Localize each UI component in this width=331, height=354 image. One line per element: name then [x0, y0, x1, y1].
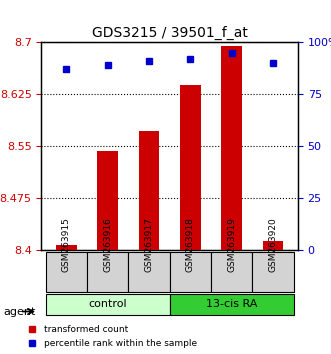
FancyBboxPatch shape	[128, 252, 170, 292]
Bar	[180, 85, 201, 250]
Bar	[97, 151, 118, 250]
FancyBboxPatch shape	[253, 252, 294, 292]
FancyBboxPatch shape	[170, 294, 294, 315]
Text: 13-cis RA: 13-cis RA	[206, 299, 258, 309]
Text: GSM263917: GSM263917	[144, 217, 154, 272]
Text: GSM263920: GSM263920	[268, 217, 278, 272]
Legend: transformed count, percentile rank within the sample: transformed count, percentile rank withi…	[21, 323, 199, 349]
Bar	[56, 245, 76, 250]
Text: agent: agent	[3, 307, 36, 316]
Title: GDS3215 / 39501_f_at: GDS3215 / 39501_f_at	[92, 26, 248, 40]
Text: GSM263919: GSM263919	[227, 217, 236, 272]
Text: GSM263916: GSM263916	[103, 217, 112, 272]
Text: control: control	[88, 299, 127, 309]
FancyBboxPatch shape	[211, 252, 253, 292]
Text: GSM263918: GSM263918	[186, 217, 195, 272]
Bar	[139, 131, 159, 250]
Bar	[221, 46, 242, 250]
FancyBboxPatch shape	[45, 252, 87, 292]
FancyBboxPatch shape	[45, 294, 170, 315]
Bar	[263, 241, 283, 250]
FancyBboxPatch shape	[87, 252, 128, 292]
FancyBboxPatch shape	[170, 252, 211, 292]
Text: GSM263915: GSM263915	[62, 217, 71, 272]
